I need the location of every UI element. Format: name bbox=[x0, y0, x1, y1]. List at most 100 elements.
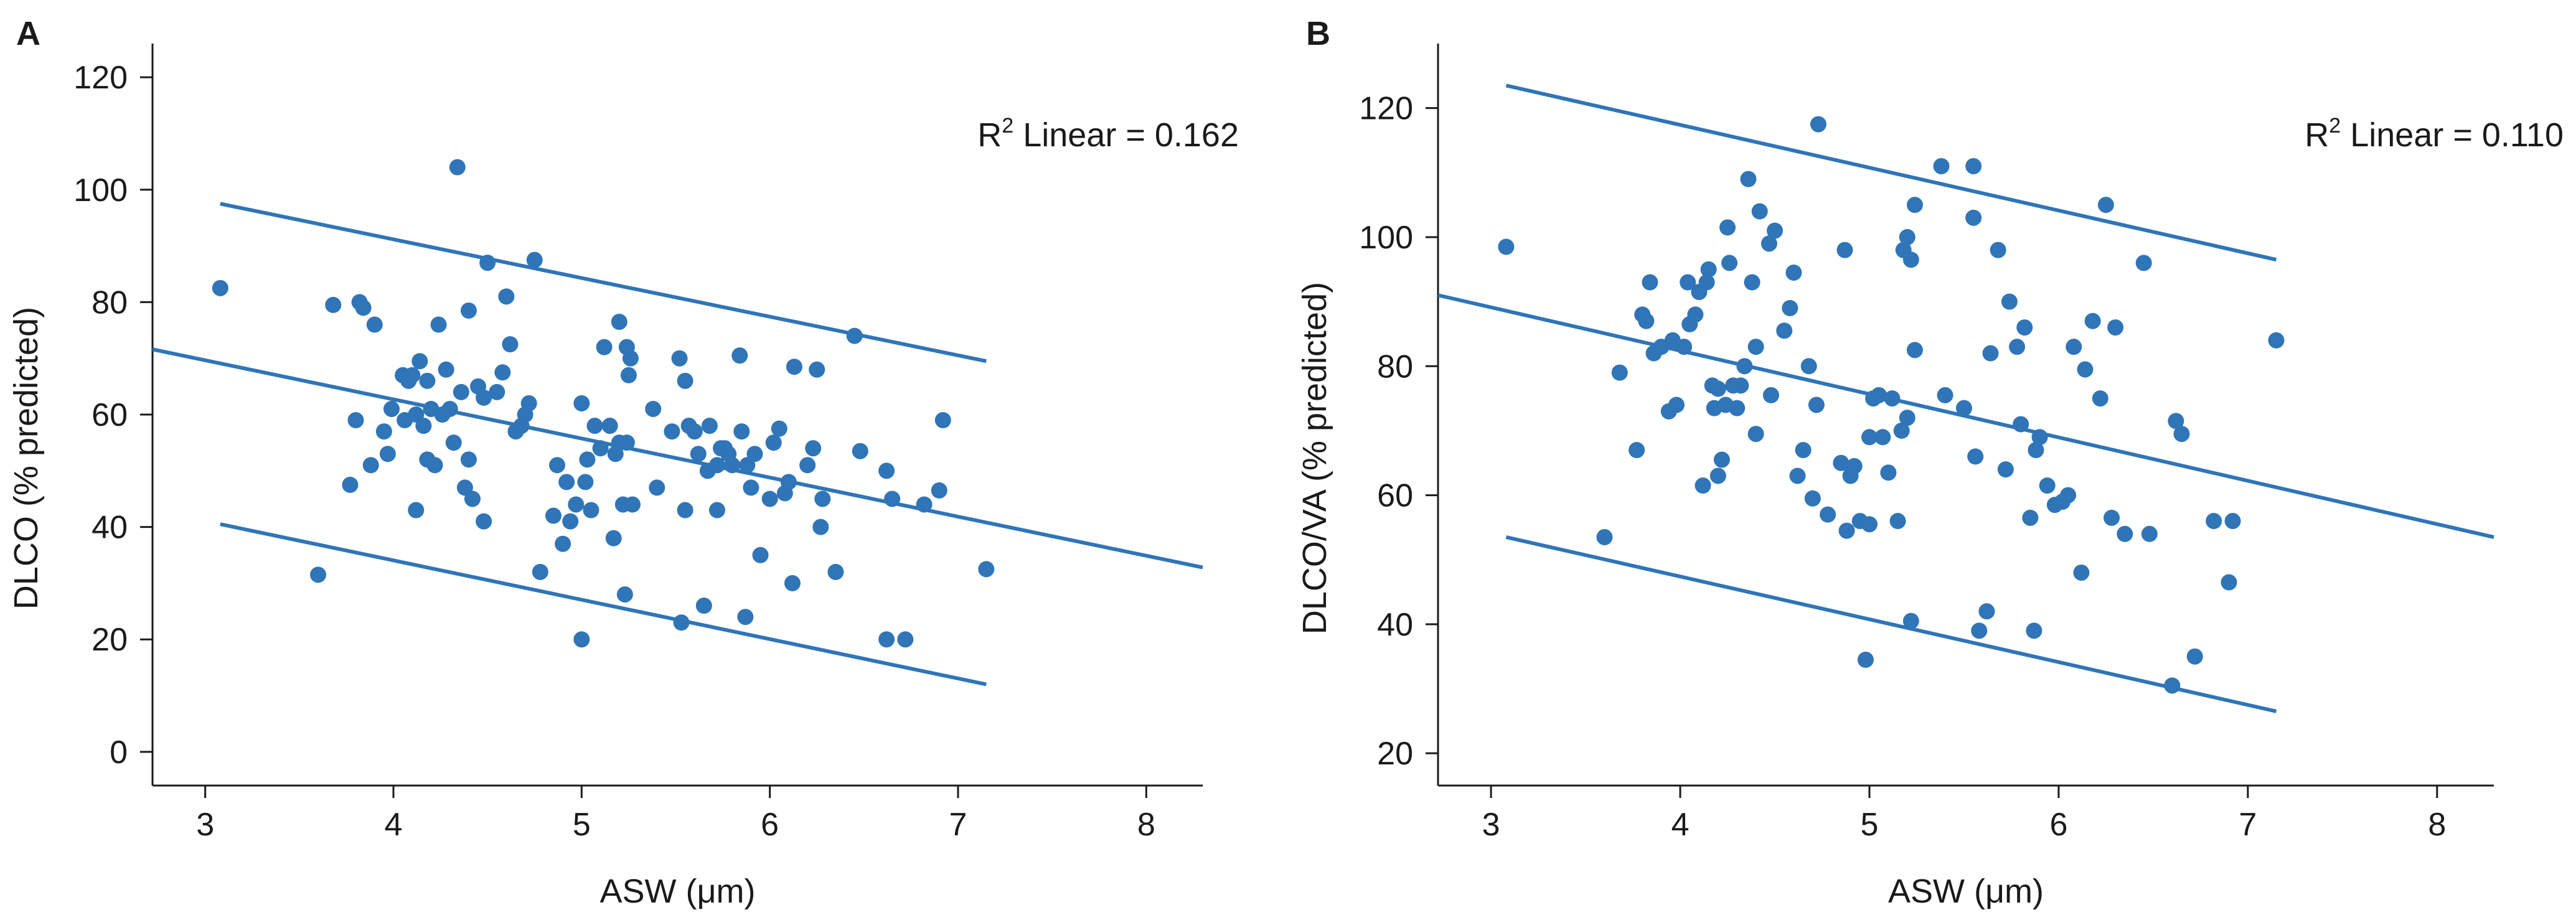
data-point bbox=[733, 423, 750, 440]
x-tick-label: 3 bbox=[1482, 807, 1500, 843]
data-point bbox=[1776, 322, 1793, 339]
upper-ci-line bbox=[220, 202, 987, 364]
panel-a: A 0 20 40 60 80 100 120 3 4 5 6 7 8 ASW (μm) DLCO (% pr… bbox=[7, 15, 1239, 910]
data-point bbox=[690, 446, 707, 462]
data-point bbox=[846, 327, 863, 344]
y-tick-label: 40 bbox=[92, 510, 128, 546]
data-point bbox=[1967, 448, 1984, 465]
data-point bbox=[1629, 442, 1645, 459]
data-point bbox=[761, 491, 778, 507]
data-point bbox=[978, 561, 995, 578]
data-point bbox=[1638, 312, 1655, 329]
data-point bbox=[2001, 293, 2018, 310]
data-point bbox=[878, 462, 895, 479]
data-point bbox=[2031, 429, 2048, 446]
data-point bbox=[419, 372, 436, 389]
data-point bbox=[1833, 454, 1850, 471]
data-point bbox=[1676, 339, 1693, 355]
data-point bbox=[618, 434, 635, 451]
data-point bbox=[934, 412, 951, 429]
data-point bbox=[2107, 319, 2124, 336]
data-point bbox=[2221, 574, 2237, 591]
data-point bbox=[1719, 219, 1736, 236]
data-point bbox=[549, 457, 566, 474]
data-point bbox=[786, 359, 802, 375]
data-point bbox=[545, 507, 562, 524]
data-point bbox=[2016, 319, 2033, 336]
data-point bbox=[1687, 306, 1704, 323]
data-point bbox=[671, 350, 688, 367]
data-point bbox=[1906, 197, 1923, 214]
data-point bbox=[1789, 467, 1806, 484]
data-point bbox=[1747, 426, 1764, 443]
data-point bbox=[1965, 157, 1982, 174]
x-tick-label: 6 bbox=[2049, 807, 2067, 843]
x-tick-label: 4 bbox=[385, 807, 403, 843]
data-point bbox=[616, 586, 633, 603]
data-point bbox=[2135, 255, 2152, 271]
r-squared-annotation: R2 Linear = 0.162 bbox=[977, 114, 1239, 154]
data-point bbox=[2092, 390, 2108, 407]
data-point bbox=[379, 446, 396, 462]
data-point bbox=[568, 496, 585, 513]
x-tick-label: 6 bbox=[761, 807, 779, 843]
data-point bbox=[1596, 528, 1613, 545]
x-tick-label: 7 bbox=[949, 807, 967, 843]
data-point bbox=[771, 420, 787, 437]
data-point bbox=[809, 361, 825, 378]
data-point bbox=[2066, 339, 2082, 355]
data-point bbox=[1782, 299, 1798, 316]
data-point bbox=[2168, 413, 2184, 429]
data-point bbox=[799, 457, 816, 474]
data-point bbox=[2084, 312, 2101, 329]
panel-letter: B bbox=[1306, 15, 1330, 52]
data-point bbox=[555, 535, 571, 552]
data-point bbox=[562, 513, 579, 530]
y-tick-label: 60 bbox=[92, 397, 128, 433]
data-point bbox=[931, 482, 947, 499]
data-point bbox=[1990, 242, 2006, 258]
data-point bbox=[1804, 490, 1821, 507]
data-point bbox=[1906, 342, 1923, 359]
panel-b: B 20 40 60 80 100 120 3 4 5 6 7 8 ASW (μm) DLCO/VA (% … bbox=[1296, 15, 2564, 910]
x-tick-label: 5 bbox=[573, 807, 591, 843]
data-point bbox=[1668, 397, 1685, 413]
data-point bbox=[2028, 442, 2044, 459]
data-point bbox=[1838, 522, 1855, 539]
data-point bbox=[2013, 416, 2029, 433]
data-point bbox=[1762, 387, 1779, 403]
data-point bbox=[2206, 513, 2222, 530]
x-tick-label: 8 bbox=[1137, 807, 1155, 843]
data-point bbox=[708, 502, 725, 519]
panel-letter: A bbox=[16, 15, 40, 52]
data-point bbox=[852, 443, 868, 459]
data-point bbox=[2164, 677, 2181, 694]
data-point bbox=[743, 479, 759, 496]
y-tick-label: 120 bbox=[73, 60, 128, 96]
y-tick-label: 20 bbox=[92, 622, 128, 658]
data-point bbox=[1760, 235, 1777, 252]
data-point bbox=[1902, 251, 1919, 268]
data-point bbox=[2097, 197, 2114, 214]
data-point bbox=[362, 457, 379, 474]
data-point bbox=[411, 353, 428, 370]
data-point bbox=[1744, 274, 1760, 291]
data-point bbox=[695, 598, 712, 614]
data-point bbox=[645, 400, 662, 417]
data-point bbox=[765, 434, 782, 451]
data-point bbox=[805, 440, 822, 457]
data-point bbox=[1871, 387, 1887, 403]
data-point bbox=[752, 547, 769, 563]
x-tick-label: 3 bbox=[196, 807, 214, 843]
data-point bbox=[476, 389, 492, 406]
data-point bbox=[611, 314, 628, 330]
data-point bbox=[827, 563, 844, 580]
data-point bbox=[1874, 429, 1891, 446]
data-point bbox=[1767, 222, 1784, 239]
data-point bbox=[445, 434, 462, 451]
data-point bbox=[2141, 525, 2158, 542]
y-tick-label: 60 bbox=[1377, 478, 1413, 514]
data-point bbox=[2268, 332, 2285, 349]
data-point bbox=[1642, 274, 1658, 291]
